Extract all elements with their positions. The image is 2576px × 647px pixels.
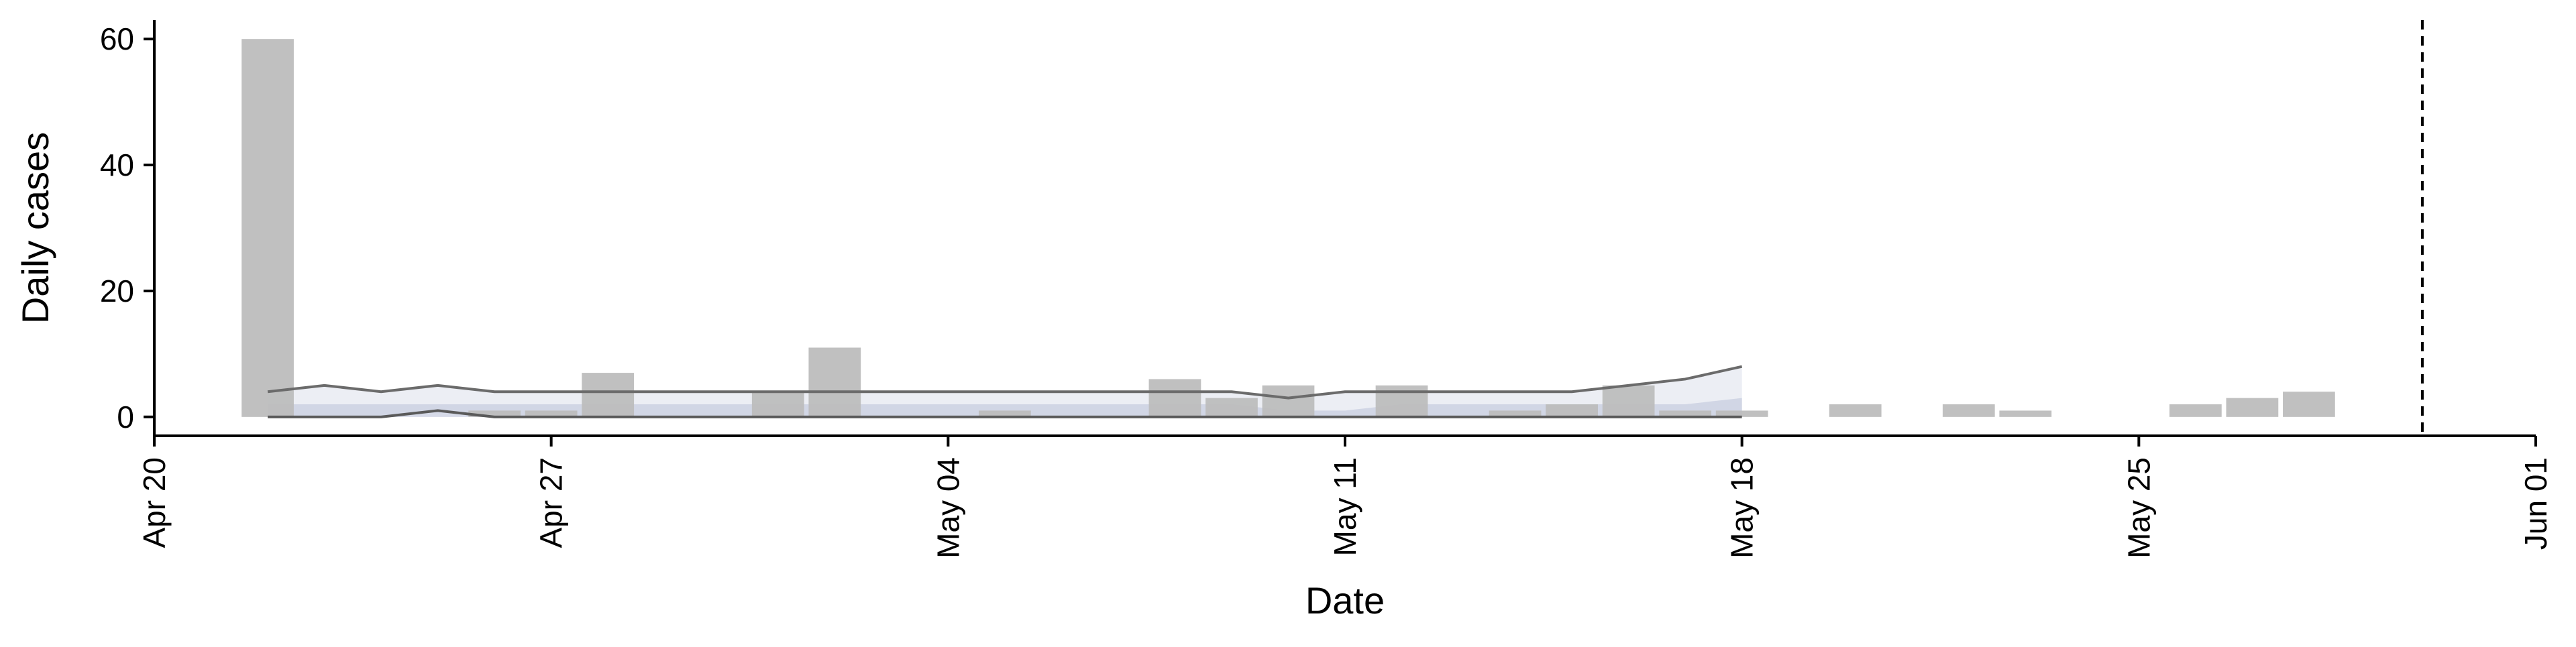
bar-2020-05-15: [1546, 404, 1598, 417]
x-tick-label-2020-06-01: Jun 01: [2518, 457, 2553, 550]
bar-2020-04-28: [582, 373, 635, 417]
bar-2020-05-09: [1205, 398, 1258, 417]
bar-2020-05-18: [1715, 410, 1768, 417]
axes: [153, 20, 2536, 437]
x-ticks: Apr 20 Apr 27 May 04 May 11 May 18 May 25 Jun …: [137, 436, 2553, 558]
model-line-2: [268, 409, 1742, 418]
bar-2020-04-26: [468, 410, 521, 417]
bars: [241, 39, 2335, 417]
x-tick-label-2020-05-11: May 11: [1328, 457, 1362, 556]
bar-2020-05-22: [1942, 404, 1995, 417]
y-tick-label-60: 60: [100, 21, 134, 56]
x-tick-label-2020-05-04: May 04: [930, 457, 965, 558]
y-tick-label-20: 20: [100, 274, 134, 308]
bar-2020-05-23: [1999, 410, 2052, 417]
model-lines: [267, 365, 1743, 418]
model-line-1: [267, 365, 1743, 400]
bar-2020-05-26: [2169, 404, 2222, 417]
y-tick-label-0: 0: [117, 400, 134, 434]
y-axis-title: Daily cases: [14, 132, 56, 324]
x-axis-title: Date: [1305, 579, 1385, 622]
model-band-2: [268, 398, 1742, 417]
bar-2020-04-27: [525, 410, 578, 417]
bar-2020-05-08: [1148, 379, 1201, 417]
x-tick-label-2020-04-20: Apr 20: [137, 457, 172, 548]
bar-2020-05-12: [1375, 385, 1428, 417]
bar-2020-05-28: [2283, 392, 2335, 417]
bar-2020-05-17: [1659, 410, 1712, 417]
bar-2020-05-02: [808, 347, 861, 417]
bar-2020-04-22: [241, 39, 294, 417]
x-tick-label-2020-04-27: Apr 27: [534, 457, 569, 548]
bar-2020-05-16: [1602, 385, 1655, 417]
x-tick-label-2020-05-25: May 25: [2121, 457, 2156, 558]
bar-2020-05-20: [1829, 404, 1882, 417]
y-ticks: 0 20 40 60: [100, 21, 154, 434]
y-tick-label-40: 40: [100, 148, 134, 182]
bar-2020-05-01: [751, 392, 804, 417]
x-tick-label-2020-05-18: May 18: [1725, 457, 1760, 558]
bar-2020-05-14: [1489, 410, 1542, 417]
bar-2020-05-05: [978, 410, 1031, 417]
bar-2020-05-10: [1262, 385, 1315, 417]
bar-2020-05-27: [2226, 398, 2279, 417]
